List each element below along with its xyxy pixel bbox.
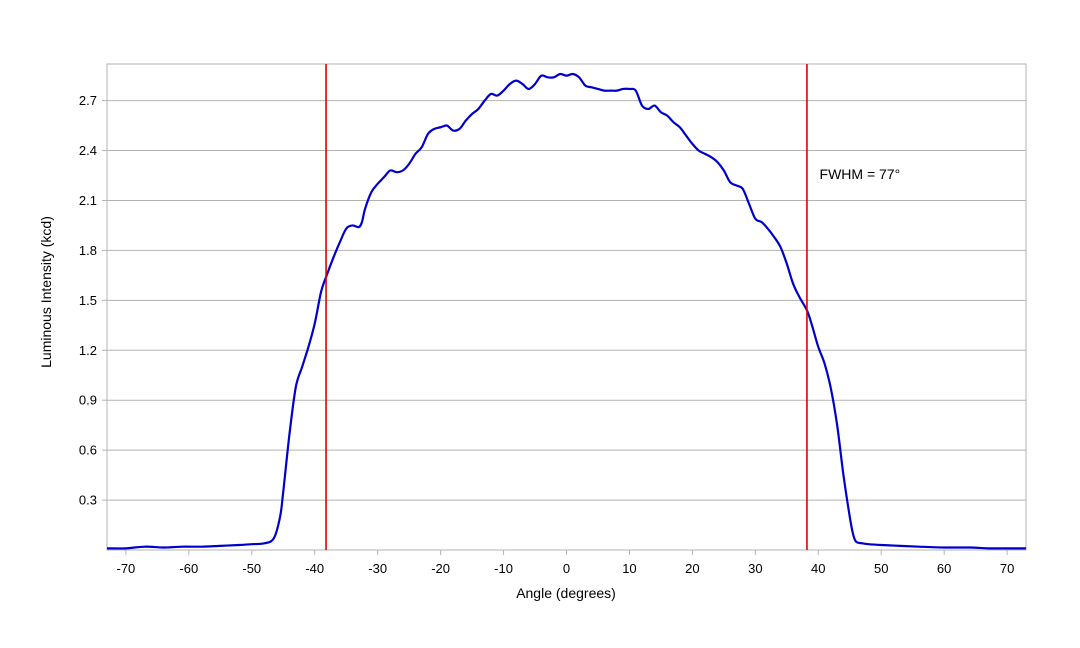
y-tick-label: 1.5 — [79, 293, 97, 308]
y-tick-label: 1.2 — [79, 343, 97, 358]
x-tick-label: -60 — [179, 561, 198, 576]
y-axis-title: Luminous Intensity (kcd) — [38, 216, 54, 368]
y-tick-label: 1.8 — [79, 243, 97, 258]
x-tick-label: 60 — [937, 561, 951, 576]
x-tick-label: -40 — [305, 561, 324, 576]
y-tick-label: 2.1 — [79, 193, 97, 208]
x-tick-label: 40 — [811, 561, 825, 576]
fwhm-annotation: FWHM = 77° — [820, 166, 901, 182]
x-tick-label: -70 — [116, 561, 135, 576]
x-tick-label: 20 — [685, 561, 699, 576]
x-tick-label: -10 — [494, 561, 513, 576]
y-tick-label: 2.7 — [79, 93, 97, 108]
x-tick-label: 10 — [622, 561, 636, 576]
vertical-markers — [325, 64, 808, 550]
x-tick-label: 70 — [1000, 561, 1014, 576]
grid-lines — [107, 100, 1026, 501]
plot-area — [107, 64, 1026, 550]
x-tick-label: -50 — [242, 561, 261, 576]
y-tick-label: 2.4 — [79, 143, 97, 158]
y-axis: 0.3 0.6 0.9 1.2 1.5 1.8 2.1 2.4 2.7 — [79, 93, 107, 508]
x-axis-title: Angle (degrees) — [516, 585, 616, 601]
x-tick-label: -20 — [431, 561, 450, 576]
x-tick-label: 50 — [874, 561, 888, 576]
annotations: FWHM = 77° — [820, 166, 901, 182]
y-tick-label: 0.3 — [79, 493, 97, 508]
y-tick-label: 0.9 — [79, 393, 97, 408]
x-axis: -70 -60 -50 -40 -30 -20 -10 0 10 20 30 40 50 60 70 — [116, 550, 1014, 576]
x-tick-label: -30 — [368, 561, 387, 576]
y-tick-label: 0.6 — [79, 443, 97, 458]
x-tick-label: 0 — [563, 561, 570, 576]
x-tick-label: 30 — [748, 561, 762, 576]
